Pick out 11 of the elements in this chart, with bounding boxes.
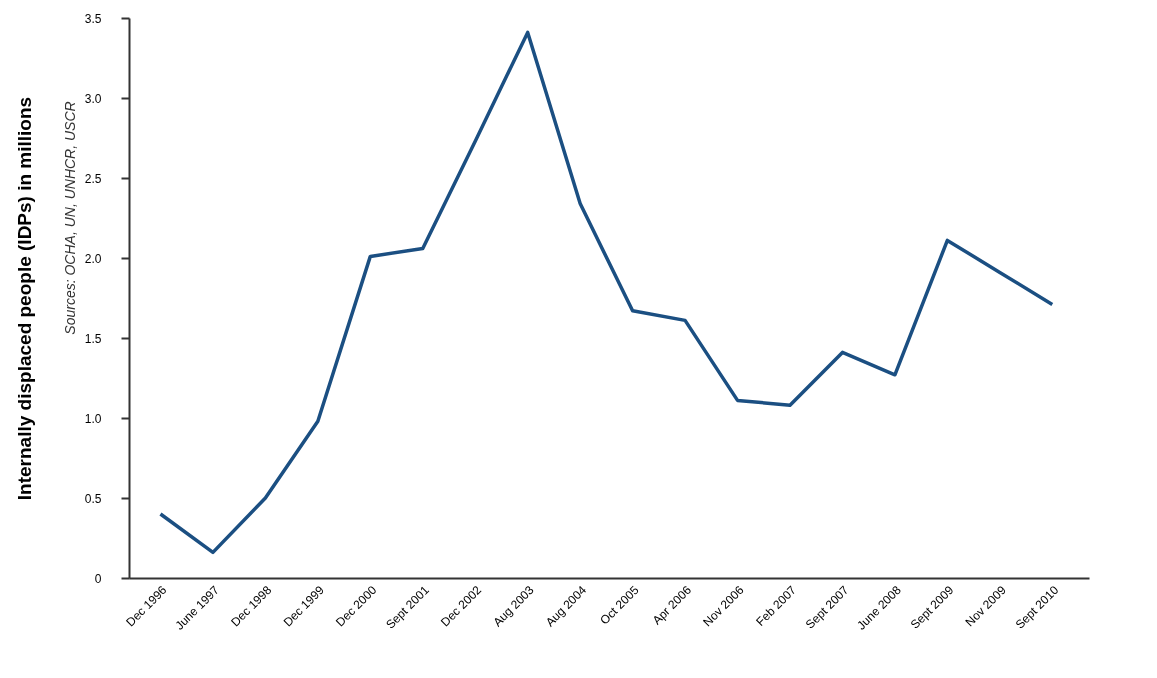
y-tick-label: 0.5 (84, 491, 102, 506)
line-series (158, 30, 1055, 555)
y-axis-title: Internally displaced people (IDPs) in millions (13, 96, 35, 501)
y-tick-label: 2.5 (84, 171, 102, 186)
y-tick-label: 1.5 (84, 331, 102, 346)
y-tick-label: 2.0 (84, 251, 102, 266)
y-tick-label: 1.0 (84, 411, 102, 426)
y-tick-label: 3.5 (84, 11, 102, 26)
y-tick-label: 3.0 (84, 91, 102, 106)
source-note: Sources: OCHA, UN, UNHCR, USCR (62, 101, 78, 335)
y-tick-label: 0 (94, 571, 102, 586)
